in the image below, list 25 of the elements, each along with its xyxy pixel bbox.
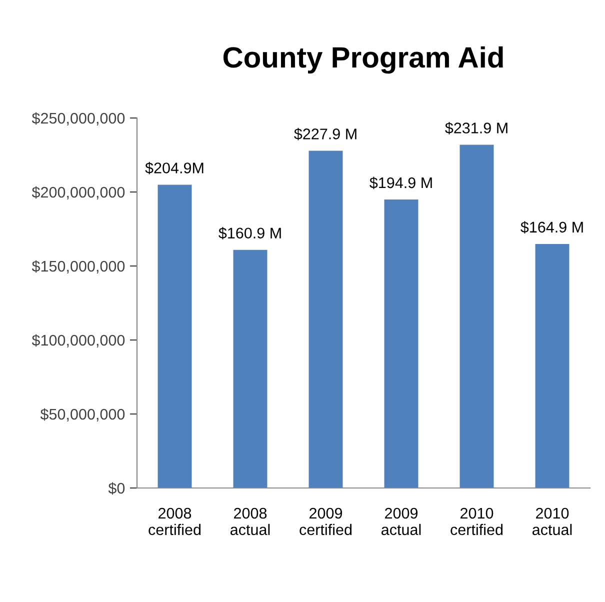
bar — [233, 250, 268, 488]
x-tick-label: 2008 actual — [230, 508, 270, 536]
bar — [535, 244, 570, 488]
bar — [308, 150, 343, 488]
bar — [460, 144, 494, 488]
chart-title: County Program Aid — [223, 46, 503, 74]
y-tick-label: $200,000,000 — [32, 186, 125, 200]
x-tick-label: 2010 actual — [532, 508, 572, 536]
x-tick-label: 2008 certified — [148, 508, 201, 536]
bar — [158, 184, 192, 488]
data-label: $231.9 M — [445, 122, 508, 134]
data-label: $160.9 M — [218, 227, 281, 240]
x-tick-label: 2009 actual — [382, 508, 421, 536]
bar — [384, 200, 418, 488]
y-tick-label: $100,000,000 — [32, 334, 125, 348]
data-label: $227.9 M — [294, 128, 356, 140]
y-tick-label: $0 — [108, 482, 125, 495]
data-label: $194.9 M — [370, 176, 432, 190]
x-tick-label: 2009 certified — [300, 508, 352, 536]
data-label: $204.9M — [145, 162, 204, 174]
y-tick-label: $50,000,000 — [40, 408, 125, 422]
data-label: $164.9 M — [520, 221, 583, 234]
x-tick-label: 2010 certified — [450, 508, 503, 536]
y-tick-label: $150,000,000 — [32, 260, 125, 274]
y-tick-label: $250,000,000 — [32, 112, 125, 126]
